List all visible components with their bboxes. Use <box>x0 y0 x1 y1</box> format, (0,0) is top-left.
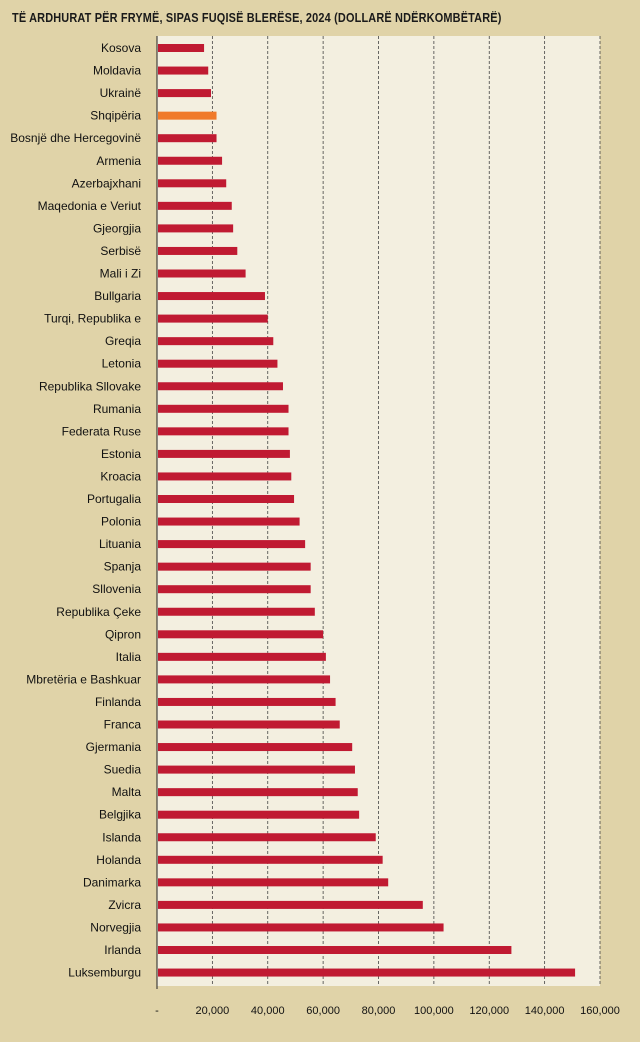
category-label: Letonia <box>102 357 142 371</box>
bar-serbis- <box>158 246 238 255</box>
category-label: Greqia <box>105 334 141 348</box>
bar-suedia <box>158 765 355 774</box>
bar-maqedonia-e-veriut <box>158 201 232 210</box>
bar-federata-ruse <box>158 427 289 436</box>
bar-republika-eke <box>158 607 315 616</box>
category-label: Bullgaria <box>94 289 141 303</box>
category-label: Kosova <box>101 41 141 55</box>
bar-norvegjia <box>158 923 444 932</box>
category-label: Estonia <box>101 447 141 461</box>
category-label: Norvegjia <box>90 920 141 934</box>
bar-malta <box>158 788 358 797</box>
category-label: Finlanda <box>95 695 141 709</box>
category-label: Spanja <box>104 560 142 574</box>
bar-portugalia <box>158 495 295 503</box>
category-label: Zvicra <box>108 898 141 912</box>
bar-mbret-ria-e-bashkuar <box>158 675 331 684</box>
bar-letonia <box>158 359 278 368</box>
bar-kroacia <box>158 472 292 481</box>
x-tick-label: 20,000 <box>196 1005 230 1017</box>
bar-mali-i-zi <box>158 269 246 278</box>
category-label: Holanda <box>96 853 141 867</box>
x-tick-label: 140,000 <box>525 1005 565 1017</box>
bar-franca <box>158 720 340 729</box>
bar-greqia <box>158 337 274 346</box>
category-label: Portugalia <box>87 492 141 506</box>
category-label: Moldavia <box>93 64 141 78</box>
x-tick-label: - <box>155 1005 159 1017</box>
bar-azerbajxhani <box>158 179 227 188</box>
category-label: Franca <box>104 718 142 732</box>
category-label: Mbretëria e Bashkuar <box>26 672 141 686</box>
x-tick-label: 80,000 <box>362 1005 396 1017</box>
bar-rumania <box>158 404 289 413</box>
bar-finlanda <box>158 697 336 706</box>
category-label: Rumania <box>93 402 141 416</box>
x-tick-label: 60,000 <box>306 1005 340 1017</box>
category-label: Islanda <box>102 830 141 844</box>
bar-polonia <box>158 517 300 526</box>
category-label: Danimarka <box>83 875 141 889</box>
bar-kosova <box>158 44 205 52</box>
category-label: Mali i Zi <box>100 267 141 281</box>
bar-danimarka <box>158 878 389 887</box>
bar-islanda <box>158 833 376 842</box>
category-label: Suedia <box>104 763 142 777</box>
x-tick-label: 40,000 <box>251 1005 285 1017</box>
bar-spanja <box>158 562 311 571</box>
category-label: Polonia <box>101 515 141 529</box>
bar-irlanda <box>158 946 512 954</box>
category-label: Gjermania <box>86 740 142 754</box>
category-label: Qipron <box>105 627 141 641</box>
category-label: Sllovenia <box>92 582 141 596</box>
bar-italia <box>158 652 326 661</box>
category-label: Republika Çeke <box>56 605 141 619</box>
category-label: Malta <box>112 785 142 799</box>
category-label: Luksemburgu <box>68 966 141 980</box>
category-label: Federata Ruse <box>62 424 142 438</box>
bar-holanda <box>158 855 383 864</box>
bar-bosnj-dhe-hercegovin- <box>158 134 217 143</box>
bar-turqi-republika-e <box>158 314 268 323</box>
category-label: Bosnjë dhe Hercegovinë <box>10 131 141 145</box>
bar-zvicra <box>158 900 423 909</box>
bar-qipron <box>158 630 324 639</box>
bar-ukrain- <box>158 89 211 98</box>
category-label: Ukrainë <box>100 86 142 100</box>
bar-gjeorgjia <box>158 224 234 233</box>
x-tick-label: 160,000 <box>580 1005 620 1017</box>
category-label: Serbisë <box>100 244 141 258</box>
bar-belgjika <box>158 810 360 819</box>
bar-lituania <box>158 540 306 549</box>
category-label: Azerbajxhani <box>72 176 141 190</box>
category-label: Kroacia <box>100 469 141 483</box>
bar-shqip-ria <box>158 111 217 120</box>
bar-armenia <box>158 156 223 165</box>
x-tick-label: 120,000 <box>469 1005 509 1017</box>
bar-estonia <box>158 449 290 458</box>
category-label: Armenia <box>96 154 141 168</box>
category-label: Shqipëria <box>90 109 141 123</box>
bar-moldavia <box>158 66 209 75</box>
category-label: Lituania <box>99 537 141 551</box>
category-label: Maqedonia e Veriut <box>38 199 142 213</box>
category-label: Turqi, Republika e <box>44 312 141 326</box>
category-label: Republika Sllovake <box>39 379 141 393</box>
chart-title: TË ARDHURAT PËR FRYMË, SIPAS FUQISË BLER… <box>12 10 502 25</box>
bar-republika-sllovake <box>158 382 283 391</box>
bar-gjermania <box>158 743 353 752</box>
category-label: Gjeorgjia <box>93 221 141 235</box>
category-label: Irlanda <box>104 943 141 957</box>
bar-sllovenia <box>158 585 311 594</box>
x-tick-label: 100,000 <box>414 1005 454 1017</box>
bar-bullgaria <box>158 292 265 301</box>
category-label: Belgjika <box>99 808 141 822</box>
bar-luksemburgu <box>158 968 576 977</box>
category-label: Italia <box>116 650 142 664</box>
